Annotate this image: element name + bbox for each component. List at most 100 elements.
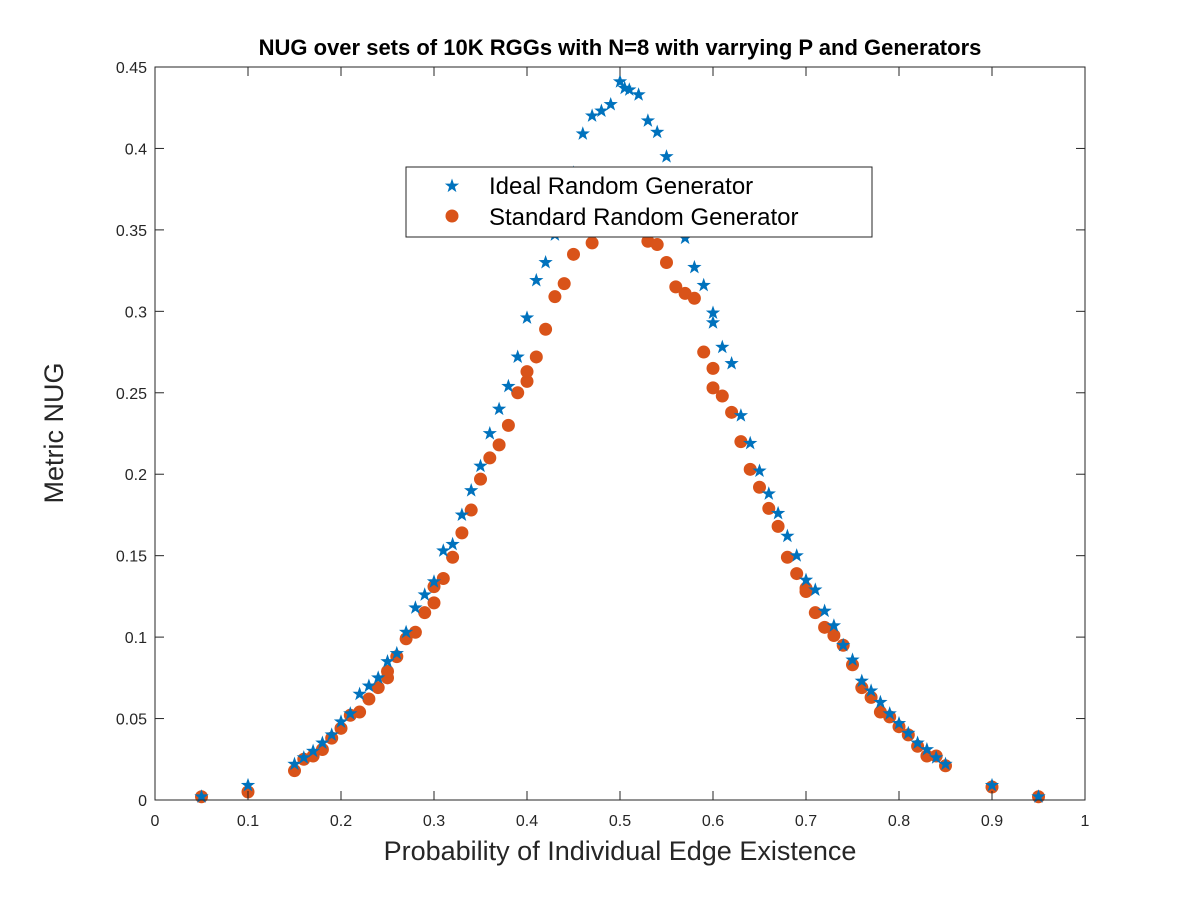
ideal-point — [361, 678, 377, 693]
legend-label-ideal: Ideal Random Generator — [489, 173, 753, 200]
standard-point — [548, 290, 562, 304]
ideal-point — [389, 645, 404, 660]
ideal-point — [770, 505, 786, 520]
ideal-point — [826, 618, 842, 632]
standard-point — [436, 571, 450, 585]
ideal-point — [622, 82, 637, 96]
standard-point — [669, 280, 683, 294]
standard-point — [464, 503, 478, 517]
standard-point — [427, 580, 441, 594]
standard-point — [846, 658, 859, 672]
standard-point — [567, 247, 580, 261]
standard-point — [306, 749, 320, 763]
y-tick-label: 0.45 — [116, 60, 147, 77]
ideal-point — [780, 528, 795, 543]
ideal-point — [612, 74, 628, 88]
standard-point — [743, 462, 757, 476]
ideal-point — [910, 735, 925, 750]
axes: 0 0.1 0.2 0.3 0.4 0.5 0.6 0.7 0.8 0.9 1 0 0.05 0.1 0.1… — [116, 60, 1090, 830]
ideal-point — [510, 349, 525, 364]
ideal-point — [529, 272, 544, 287]
ideal-point — [594, 103, 609, 118]
x-tick-label: 0.9 — [981, 813, 1003, 830]
y-axis-title: Metric NUG — [39, 363, 69, 504]
y-tick-label: 0.1 — [125, 630, 147, 647]
legend-marker-ideal-star — [444, 178, 460, 193]
standard-point — [557, 277, 571, 291]
x-tick-label: 0.4 — [516, 813, 538, 830]
standard-point — [660, 255, 673, 269]
legend-marker-standard-circle — [445, 209, 459, 223]
ideal-point — [817, 603, 832, 618]
standard-point — [771, 519, 785, 533]
x-tick-label: 0.5 — [609, 813, 631, 830]
ideal-point — [752, 463, 767, 478]
ideal-point — [808, 582, 823, 596]
legend-circle-icon — [445, 209, 459, 223]
ideal-point — [743, 435, 758, 450]
ideal-point — [659, 149, 674, 163]
standard-point — [381, 664, 394, 678]
ideal-point — [491, 401, 507, 416]
ideal-point — [705, 315, 721, 329]
ideal-point — [296, 750, 311, 764]
ideal-point — [417, 587, 432, 601]
standard-point — [706, 361, 720, 375]
ideal-point — [482, 426, 497, 440]
standard-point — [520, 365, 534, 379]
ideal-point — [631, 87, 646, 101]
legend-box — [405, 166, 873, 238]
ideal-point — [761, 486, 776, 500]
y-tick-label: 0.25 — [116, 386, 147, 403]
ideal-point — [798, 572, 814, 587]
x-tick-label: 0.1 — [237, 813, 259, 830]
y-tick-label: 0.2 — [125, 467, 147, 484]
standard-point — [501, 418, 515, 432]
ideal-point — [445, 536, 460, 551]
standard-point — [539, 322, 553, 336]
ideal-point — [315, 735, 330, 750]
ideal-point — [519, 310, 535, 324]
x-tick-label: 0 — [151, 813, 160, 830]
standard-point — [371, 681, 385, 695]
ideal-point — [919, 742, 935, 756]
standard-point — [697, 345, 711, 359]
ideal-point — [501, 378, 516, 393]
standard-point — [687, 291, 701, 305]
standard-point — [725, 405, 739, 419]
ideal-point — [984, 777, 1000, 792]
ideal-point — [873, 694, 888, 709]
ideal-point — [464, 483, 479, 497]
standard-point — [511, 386, 525, 400]
standard-point — [780, 550, 794, 564]
ideal-point — [901, 725, 916, 740]
ideal-point — [789, 548, 804, 562]
ideal-point — [640, 113, 656, 127]
ideal-point — [426, 574, 442, 588]
standard-point — [734, 435, 748, 449]
standard-point — [827, 628, 841, 642]
ideal-point — [650, 124, 665, 139]
standard-point — [362, 692, 376, 706]
y-tick-label: 0.3 — [125, 304, 147, 321]
x-tick-label: 0.3 — [423, 813, 445, 830]
ideal-point — [715, 339, 730, 354]
legend: Ideal Random Generator Standard Random G… — [405, 166, 873, 238]
x-tick-label: 0.2 — [330, 813, 352, 830]
ideal-point — [724, 355, 739, 370]
ideal-point — [538, 254, 553, 269]
ideal-point — [287, 756, 302, 771]
standard-point — [808, 606, 822, 620]
standard-point — [585, 236, 599, 250]
standard-point — [418, 606, 432, 620]
ideal-point — [324, 727, 339, 741]
ideal-point — [305, 743, 321, 758]
ideal-point — [584, 108, 600, 122]
ideal-point — [408, 600, 423, 614]
ideal-point — [929, 750, 944, 764]
standard-point — [408, 625, 422, 639]
standard-point — [529, 350, 543, 364]
ideal-point — [891, 715, 907, 730]
ideal-point — [194, 789, 209, 803]
standard-point — [790, 567, 804, 581]
